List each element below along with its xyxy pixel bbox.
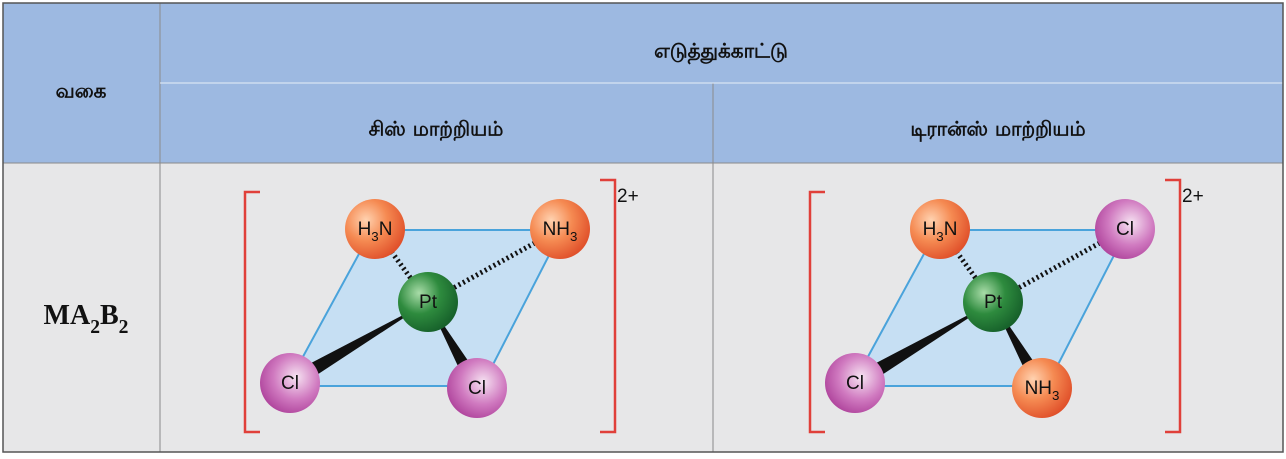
atom-label: H3N	[923, 219, 958, 244]
atom	[963, 272, 1023, 332]
body-bg	[3, 163, 1283, 452]
atom	[398, 272, 458, 332]
atom	[345, 199, 405, 259]
bracket	[1165, 178, 1182, 434]
bracket	[243, 190, 260, 434]
atom-label: Pt	[984, 292, 1003, 313]
row-type: MA2B2	[44, 300, 129, 338]
atom-label: Pt	[419, 292, 438, 313]
charge: 2+	[1182, 186, 1204, 207]
atom	[1012, 358, 1072, 418]
atom-label: NH3	[1025, 378, 1060, 403]
header-cell: எடுத்துக்காட்டு	[654, 39, 788, 65]
atom	[447, 358, 507, 418]
atom	[530, 199, 590, 259]
wedge-bond	[850, 302, 993, 390]
atom	[825, 353, 885, 413]
diagrams: 2+ H3N NH3 Pt Cl Cl 2+ H3N Cl Pt Cl NH3	[243, 178, 1204, 434]
charge: 2+	[617, 186, 639, 207]
table-border	[2, 2, 1284, 453]
atom	[260, 353, 320, 413]
atom	[910, 199, 970, 259]
atom-label: Cl	[846, 373, 864, 394]
bracket	[600, 178, 617, 434]
bracket	[808, 190, 825, 434]
atom	[1095, 199, 1155, 259]
atom-label: Cl	[1116, 219, 1134, 240]
header-cell: டிரான்ஸ் மாற்றியம்	[910, 117, 1085, 143]
atom-label: Cl	[281, 373, 299, 394]
header-cell: சிஸ் மாற்றியம்	[369, 117, 504, 141]
wedge-bond	[285, 302, 428, 390]
atom-label: H3N	[358, 219, 393, 244]
atom-label: NH3	[543, 219, 578, 244]
atom-label: Cl	[468, 378, 486, 399]
header-cell: வகை	[56, 79, 107, 103]
